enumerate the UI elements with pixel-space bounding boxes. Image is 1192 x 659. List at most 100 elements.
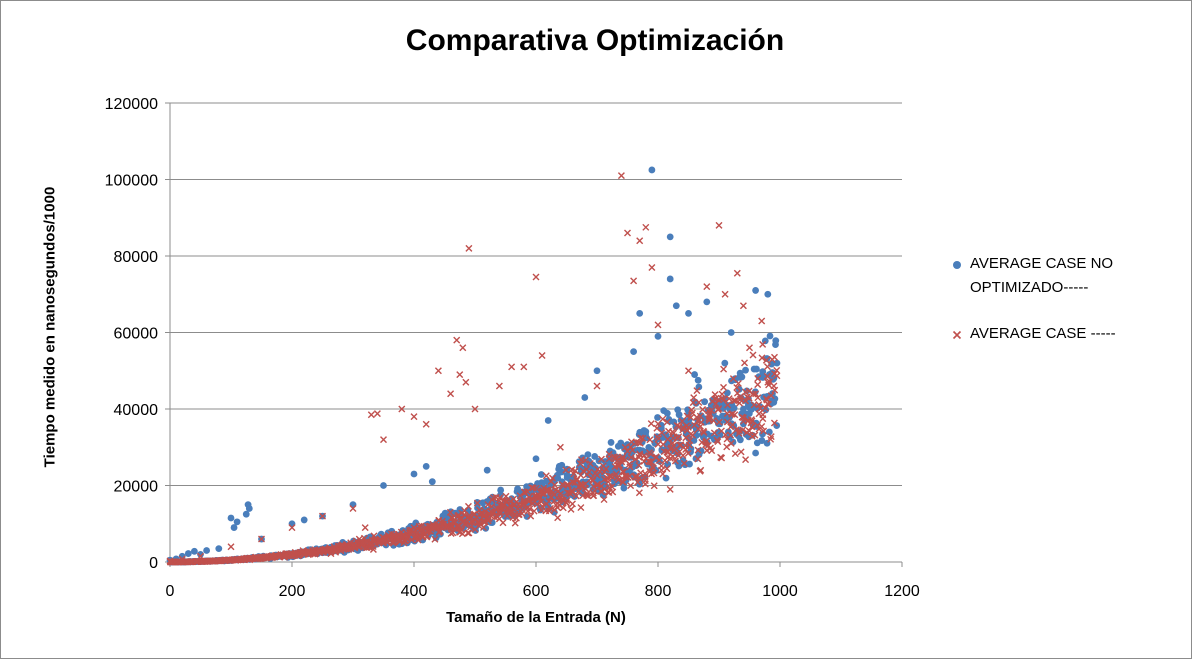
point-series-1 [658, 429, 666, 437]
point-series-1 [532, 273, 540, 281]
point-series-1 [546, 504, 554, 512]
point-series-0 [764, 290, 772, 298]
point-series-0 [654, 414, 661, 421]
point-series-1 [718, 395, 726, 403]
point-series-1 [710, 429, 718, 437]
point-series-1 [733, 269, 741, 277]
point-series-1 [467, 523, 475, 531]
point-series-1 [627, 482, 635, 490]
point-series-1 [720, 365, 728, 373]
point-series-1 [449, 529, 457, 537]
point-series-1 [724, 401, 732, 409]
point-series-1 [630, 277, 638, 285]
point-series-1 [490, 508, 498, 516]
point-series-1 [646, 436, 654, 444]
point-series-1 [473, 499, 481, 507]
point-series-1 [511, 519, 519, 527]
point-series-1 [581, 456, 589, 464]
point-series-1 [538, 351, 546, 359]
point-series-1 [723, 418, 731, 426]
point-series-0 [591, 453, 599, 460]
point-series-1 [747, 419, 755, 427]
point-series-1 [361, 524, 369, 532]
point-series-1 [468, 517, 476, 525]
point-series-1 [642, 223, 650, 231]
point-series-0 [483, 466, 491, 474]
point-series-0 [675, 411, 683, 419]
point-series-1 [659, 470, 667, 478]
point-series-0 [422, 462, 430, 470]
point-series-0 [695, 383, 703, 391]
chart-title: Comparativa Optimización [405, 24, 785, 57]
point-series-1 [349, 504, 357, 512]
point-series-1 [657, 462, 665, 470]
point-series-0 [630, 348, 637, 356]
point-series-1 [464, 502, 472, 510]
point-series-1 [697, 422, 704, 430]
legend-label-no-optimizado: AVERAGE CASE NO OPTIMIZADO----- [970, 255, 1114, 296]
point-series-0 [772, 337, 780, 344]
point-series-1 [717, 453, 725, 461]
point-series-1 [669, 442, 677, 450]
point-series-0 [666, 233, 674, 241]
point-series-1 [538, 502, 546, 510]
point-series-1 [288, 524, 296, 532]
point-series-1 [577, 504, 585, 512]
x-axis-title: Tamaño de la Entrada (N) [446, 609, 626, 626]
x-tick-label: 1000 [762, 583, 798, 600]
point-series-1 [527, 512, 535, 520]
point-series-1 [585, 468, 593, 476]
point-series-1 [600, 496, 608, 504]
point-series-1 [475, 522, 483, 530]
point-series-1 [635, 461, 643, 469]
point-series-1 [453, 336, 461, 344]
point-series-0 [197, 550, 204, 558]
point-series-1 [593, 382, 601, 390]
point-series-1 [686, 437, 694, 445]
point-series-0 [709, 396, 717, 404]
point-series-1 [659, 415, 667, 423]
point-series-1 [455, 522, 463, 530]
point-series-1 [608, 472, 616, 480]
point-series-0 [654, 332, 662, 340]
point-series-1 [742, 456, 750, 464]
point-series-1 [614, 476, 622, 484]
point-series-0 [380, 482, 387, 489]
point-series-1 [606, 472, 614, 480]
point-series-1 [762, 356, 770, 364]
point-series-1 [448, 514, 456, 522]
point-series-1 [227, 543, 235, 551]
point-series-1 [568, 486, 576, 494]
point-series-1 [635, 489, 643, 497]
point-series-0 [571, 493, 578, 500]
point-series-1 [639, 434, 647, 442]
legend-circle-marker [953, 261, 961, 269]
point-series-1 [636, 474, 644, 482]
point-series-1 [410, 413, 418, 421]
point-series-1 [647, 420, 655, 428]
point-series-1 [533, 500, 541, 508]
legend-item-average-case: AVERAGE CASE ----- [950, 322, 1180, 346]
point-series-0 [721, 359, 729, 367]
point-series-1 [767, 392, 775, 400]
point-series-1 [576, 459, 584, 467]
point-series-1 [695, 398, 703, 406]
point-series-1 [684, 449, 692, 457]
point-series-0 [607, 439, 615, 446]
point-series-1 [694, 417, 702, 425]
point-series-1 [530, 507, 538, 515]
point-series-1 [650, 469, 658, 477]
point-series-1 [641, 480, 649, 488]
point-series-1 [731, 397, 739, 405]
point-series-1 [773, 372, 781, 380]
point-series-0 [686, 460, 693, 468]
point-series-1 [693, 387, 701, 395]
point-series-1 [680, 459, 688, 467]
point-series-1 [751, 431, 759, 439]
point-series-1 [554, 514, 562, 522]
point-series-1 [628, 446, 636, 454]
y-tick-label: 20000 [114, 479, 159, 496]
point-series-1 [581, 480, 589, 488]
point-series-1 [755, 401, 763, 409]
point-series-1 [634, 478, 642, 486]
